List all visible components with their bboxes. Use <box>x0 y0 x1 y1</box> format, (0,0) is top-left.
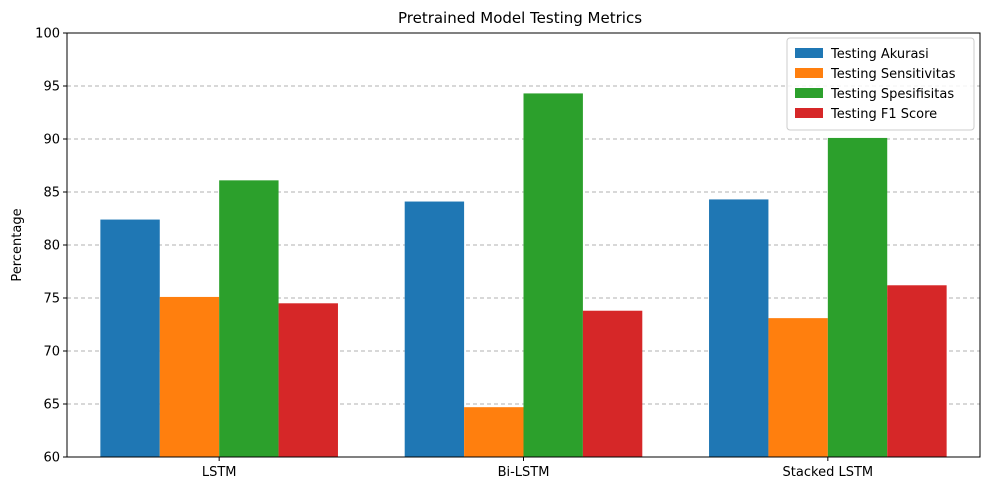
y-tick-label: 70 <box>43 345 60 360</box>
bar <box>709 199 769 458</box>
x-tick-label: LSTM <box>202 465 237 480</box>
legend-swatch <box>795 68 823 78</box>
bar <box>768 318 828 457</box>
chart-title: Pretrained Model Testing Metrics <box>398 9 642 27</box>
y-tick-label: 90 <box>43 133 60 148</box>
bar <box>278 303 338 457</box>
y-axis-label: Percentage <box>10 208 25 281</box>
x-axis-ticks: LSTM Bi-LSTM Stacked LSTM <box>202 457 873 480</box>
y-tick-label: 60 <box>43 451 60 466</box>
bar <box>404 201 465 457</box>
y-tick-label: 85 <box>43 186 60 201</box>
y-tick-label: 95 <box>43 80 60 95</box>
bar <box>219 180 279 457</box>
bar <box>464 407 524 457</box>
y-axis-ticks: 60 65 70 75 80 85 90 95 100 <box>35 27 67 466</box>
legend-swatch <box>795 108 823 118</box>
legend-box <box>786 37 975 131</box>
y-tick-label: 80 <box>43 239 60 254</box>
bar <box>827 137 888 457</box>
legend-swatch <box>795 88 823 98</box>
x-tick-label: Bi-LSTM <box>498 465 550 480</box>
bar <box>582 310 643 457</box>
legend: Testing Akurasi Testing Sensitivitas Testi… <box>786 37 975 131</box>
bars <box>100 93 947 458</box>
y-tick-label: 75 <box>43 292 60 307</box>
x-tick-label: Stacked LSTM <box>783 465 874 480</box>
bar <box>887 285 947 457</box>
bar <box>159 296 220 457</box>
bar <box>100 219 160 457</box>
bar <box>523 93 583 458</box>
legend-label: Testing Spesifisitas <box>830 87 954 102</box>
y-tick-label: 100 <box>35 27 60 42</box>
y-tick-label: 65 <box>43 398 60 413</box>
legend-swatch <box>795 48 823 58</box>
legend-label: Testing Akurasi <box>830 47 929 62</box>
legend-label: Testing Sensitivitas <box>830 67 956 82</box>
legend-label: Testing F1 Score <box>830 107 937 122</box>
